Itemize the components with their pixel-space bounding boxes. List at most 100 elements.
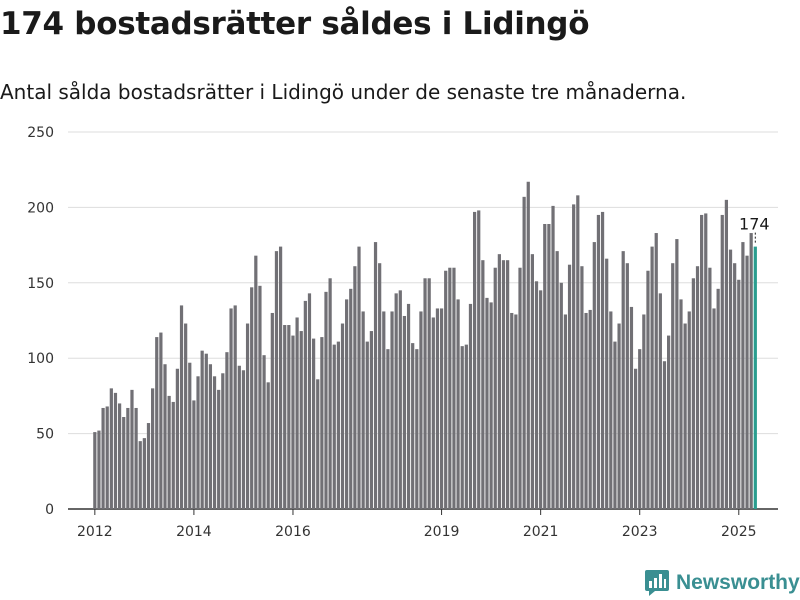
bar <box>134 407 138 509</box>
x-tick-label: 2025 <box>721 524 757 540</box>
bar <box>658 293 662 509</box>
bar <box>386 349 390 509</box>
bar <box>613 341 617 509</box>
brand-name: Newsworthy <box>676 571 800 594</box>
x-axis: 2012 2014 2016 2019 2021 2023 2025 <box>77 509 757 540</box>
bar <box>501 260 506 509</box>
bar <box>687 311 691 509</box>
y-axis: 0 50 100 150 200 250 <box>27 125 54 518</box>
bar <box>741 242 745 509</box>
bar <box>439 308 444 509</box>
bar <box>402 315 407 509</box>
bar <box>291 335 295 509</box>
bar <box>117 403 122 509</box>
chart-title: 174 bostadsrätter såldes i Lidingö <box>0 6 590 42</box>
bar <box>427 278 431 509</box>
x-tick-label: 2012 <box>77 524 113 540</box>
bar <box>679 299 683 509</box>
bar <box>435 308 440 509</box>
bar <box>485 297 489 509</box>
bar <box>184 323 188 509</box>
bar <box>340 323 345 509</box>
y-tick-label: 50 <box>36 427 54 443</box>
newsworthy-logo-icon <box>645 570 669 596</box>
bar <box>638 349 642 509</box>
bar <box>415 349 419 509</box>
bar <box>671 263 675 509</box>
bar <box>159 332 163 509</box>
bar <box>93 432 97 509</box>
bar <box>489 302 493 509</box>
bar <box>576 195 580 509</box>
bar <box>217 389 221 509</box>
bar <box>514 314 518 509</box>
x-tick-label: 2023 <box>622 524 658 540</box>
bar <box>349 288 353 509</box>
bar <box>365 341 369 509</box>
bar <box>448 267 452 509</box>
bar <box>163 364 167 509</box>
bar <box>609 311 613 509</box>
bar <box>221 373 225 509</box>
bar <box>357 246 361 510</box>
bar <box>406 303 411 509</box>
bar <box>477 210 481 510</box>
bar <box>299 331 303 509</box>
bar <box>493 267 497 509</box>
bar <box>105 406 109 509</box>
bar <box>303 300 307 509</box>
bar <box>547 223 551 510</box>
bar <box>539 290 543 509</box>
bar <box>567 264 572 509</box>
y-tick-label: 200 <box>27 200 54 216</box>
bar <box>555 251 559 509</box>
bar <box>274 251 279 509</box>
bar <box>225 352 229 509</box>
bar <box>534 281 539 509</box>
y-tick-label: 150 <box>27 276 54 292</box>
bar <box>452 267 456 509</box>
bar <box>592 242 596 509</box>
bar <box>596 214 601 509</box>
y-tick-label: 250 <box>27 125 54 141</box>
bar <box>695 266 700 509</box>
bar <box>283 325 287 509</box>
bar <box>204 353 208 509</box>
bar <box>254 255 258 509</box>
bar <box>167 395 171 509</box>
bar <box>633 368 638 509</box>
bar <box>142 438 146 509</box>
bar <box>667 335 671 509</box>
bar <box>109 388 113 509</box>
highlighted-bar <box>753 246 757 510</box>
bar <box>336 341 340 509</box>
bar <box>179 305 184 509</box>
bar <box>728 249 733 509</box>
bar <box>720 214 724 509</box>
bar <box>563 314 568 509</box>
bar <box>749 233 753 510</box>
bar <box>497 254 501 509</box>
bar <box>704 213 708 509</box>
bar <box>481 260 485 509</box>
bar <box>188 362 192 509</box>
bar <box>200 350 204 509</box>
bar <box>733 263 737 509</box>
bar <box>675 239 679 509</box>
bar <box>345 299 349 509</box>
bar <box>270 312 274 509</box>
bar <box>398 290 402 509</box>
bar <box>369 331 374 509</box>
bar <box>250 287 254 509</box>
newsworthy-brand[interactable]: Newsworthy <box>644 569 800 597</box>
bar <box>130 389 134 509</box>
bar <box>605 258 609 509</box>
chart-subtitle: Antal sålda bostadsrätter i Lidingö unde… <box>0 80 687 104</box>
bars <box>93 181 757 510</box>
bar <box>572 204 576 509</box>
y-tick-label: 100 <box>27 351 54 367</box>
bar <box>237 365 241 509</box>
bar <box>324 291 328 509</box>
bar <box>192 400 196 509</box>
x-tick-label: 2014 <box>176 524 212 540</box>
